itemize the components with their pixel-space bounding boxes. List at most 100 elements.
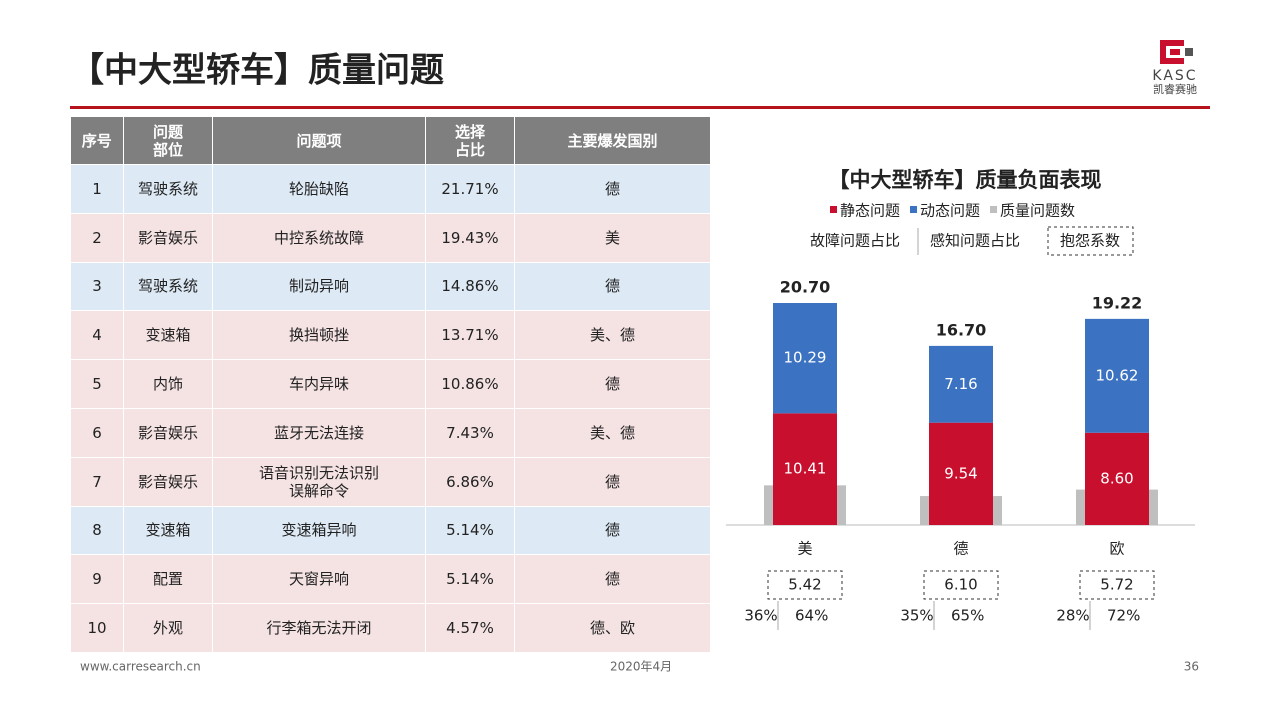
column-header: 序号 xyxy=(70,117,124,165)
complaint-box xyxy=(923,570,999,600)
bar-label: 9.54 xyxy=(944,464,977,482)
issue-table: 序号 问题 部位 问题项 选择 占比 主要爆发国别 1 驾驶系统 轮胎缺陷 21.71% 德 2 影音… xyxy=(70,117,711,653)
complaint-value: 6.10 xyxy=(944,576,977,594)
table-row: 3 驾驶系统 制动异响 14.86% 德 xyxy=(70,261,711,312)
title-rule xyxy=(70,106,1210,109)
legend-swatch xyxy=(990,206,998,213)
legend-label: 故障问题占比 xyxy=(810,232,900,250)
table-cell: 19.43% xyxy=(425,212,515,263)
table-cell: 天窗异响 xyxy=(212,554,426,605)
perception-share: 65% xyxy=(951,607,984,625)
complaint-box xyxy=(1079,570,1155,600)
table-cell: 7 xyxy=(70,456,124,507)
legend-swatch xyxy=(830,206,837,213)
table-row: 5 内饰 车内异味 10.86% 德 xyxy=(70,359,711,409)
total-label: 16.70 xyxy=(936,320,987,339)
table-cell: 影音娱乐 xyxy=(123,212,213,263)
legend-label: 感知问题占比 xyxy=(930,232,1020,250)
table-row: 10 外观 行李箱无法开闭 4.57% 德、欧 xyxy=(70,603,711,653)
table-cell: 5.14% xyxy=(425,505,515,556)
table-cell: 车内异味 xyxy=(212,359,426,409)
title: 【中大型轿车】质量问题 xyxy=(70,51,444,91)
table-cell: 变速箱 xyxy=(123,505,213,556)
table-cell: 影音娱乐 xyxy=(123,407,213,458)
legend-label: 质量问题数 xyxy=(1000,202,1075,220)
total-label: 19.22 xyxy=(1092,293,1143,312)
total-label: 20.70 xyxy=(780,277,831,296)
bar-label: 8.60 xyxy=(1100,469,1133,487)
table-row: 9 配置 天窗异响 5.14% 德 xyxy=(70,554,711,605)
table-cell: 制动异响 xyxy=(212,261,426,312)
logo: KASC 凯睿赛驰 xyxy=(1152,40,1197,96)
table-cell: 配置 xyxy=(123,554,213,605)
complaint-value: 5.42 xyxy=(788,576,821,594)
bar xyxy=(1085,318,1149,433)
page-number: 36 xyxy=(1184,660,1199,674)
table-cell: 9 xyxy=(70,554,124,605)
table-cell: 影音娱乐 xyxy=(123,456,213,507)
table-cell: 德 xyxy=(514,456,711,507)
perception-share: 72% xyxy=(1107,607,1140,625)
table-cell: 5 xyxy=(70,359,124,409)
complaint-value: 5.72 xyxy=(1100,576,1133,594)
table-cell: 10.86% xyxy=(425,359,515,409)
table-cell: 7.43% xyxy=(425,407,515,458)
table-cell: 德 xyxy=(514,505,711,556)
logo-text: KASC xyxy=(1152,68,1197,84)
table-cell: 4.57% xyxy=(425,603,515,653)
column-header: 问题 部位 xyxy=(123,117,213,165)
table-cell: 4 xyxy=(70,310,124,361)
table-cell: 蓝牙无法连接 xyxy=(212,407,426,458)
column-header: 主要爆发国别 xyxy=(514,117,711,165)
footer-url: www.carresearch.cn xyxy=(80,660,201,674)
column-header: 问题项 xyxy=(212,117,426,165)
bar-label: 7.16 xyxy=(944,375,977,393)
table-cell: 美 xyxy=(514,212,711,263)
table-cell: 1 xyxy=(70,164,124,214)
table-cell: 14.86% xyxy=(425,261,515,312)
table-cell: 6.86% xyxy=(425,456,515,507)
table-cell: 驾驶系统 xyxy=(123,164,213,214)
table-cell: 换挡顿挫 xyxy=(212,310,426,361)
table-cell: 中控系统故障 xyxy=(212,212,426,263)
table-row: 1 驾驶系统 轮胎缺陷 21.71% 德 xyxy=(70,164,711,214)
table-cell: 2 xyxy=(70,212,124,263)
complaint-box xyxy=(767,570,843,600)
table-cell: 德 xyxy=(514,164,711,214)
bar xyxy=(929,345,993,423)
table-row: 6 影音娱乐 蓝牙无法连接 7.43% 美、德 xyxy=(70,407,711,458)
legend-label: 抱怨系数 xyxy=(1060,232,1120,250)
table-cell: 10 xyxy=(70,603,124,653)
table-cell: 美、德 xyxy=(514,310,711,361)
table-cell: 内饰 xyxy=(123,359,213,409)
footer-date: 2020年4月 xyxy=(610,660,672,674)
table-cell: 美、德 xyxy=(514,407,711,458)
bar xyxy=(1085,432,1149,525)
table-cell: 3 xyxy=(70,261,124,312)
table-cell: 外观 xyxy=(123,603,213,653)
bar xyxy=(773,413,837,525)
table-cell: 6 xyxy=(70,407,124,458)
table-cell: 语音识别无法识别 误解命令 xyxy=(212,456,426,507)
table-cell: 驾驶系统 xyxy=(123,261,213,312)
legend-swatch xyxy=(910,206,918,213)
table-cell: 轮胎缺陷 xyxy=(212,164,426,214)
fault-share: 35% xyxy=(900,607,933,625)
table-cell: 13.71% xyxy=(425,310,515,361)
bar-label: 10.41 xyxy=(784,460,827,478)
table-cell: 德 xyxy=(514,554,711,605)
perception-share: 64% xyxy=(795,607,828,625)
table-row: 2 影音娱乐 中控系统故障 19.43% 美 xyxy=(70,212,711,263)
category-label: 德 xyxy=(953,540,968,558)
chart-title: 【中大型轿车】质量负面表现 xyxy=(829,168,1102,192)
table-row: 7 影音娱乐 语音识别无法识别 误解命令 6.86% 德 xyxy=(70,456,711,507)
fault-share: 36% xyxy=(744,607,777,625)
logo-subtext: 凯睿赛驰 xyxy=(1153,82,1197,96)
category-label: 欧 xyxy=(1109,540,1124,558)
table-cell: 德、欧 xyxy=(514,603,711,653)
table-cell: 5.14% xyxy=(425,554,515,605)
column-header: 选择 占比 xyxy=(425,117,515,165)
table-cell: 变速箱 xyxy=(123,310,213,361)
category-label: 美 xyxy=(797,540,812,558)
legend-label: 静态问题 xyxy=(840,202,900,220)
